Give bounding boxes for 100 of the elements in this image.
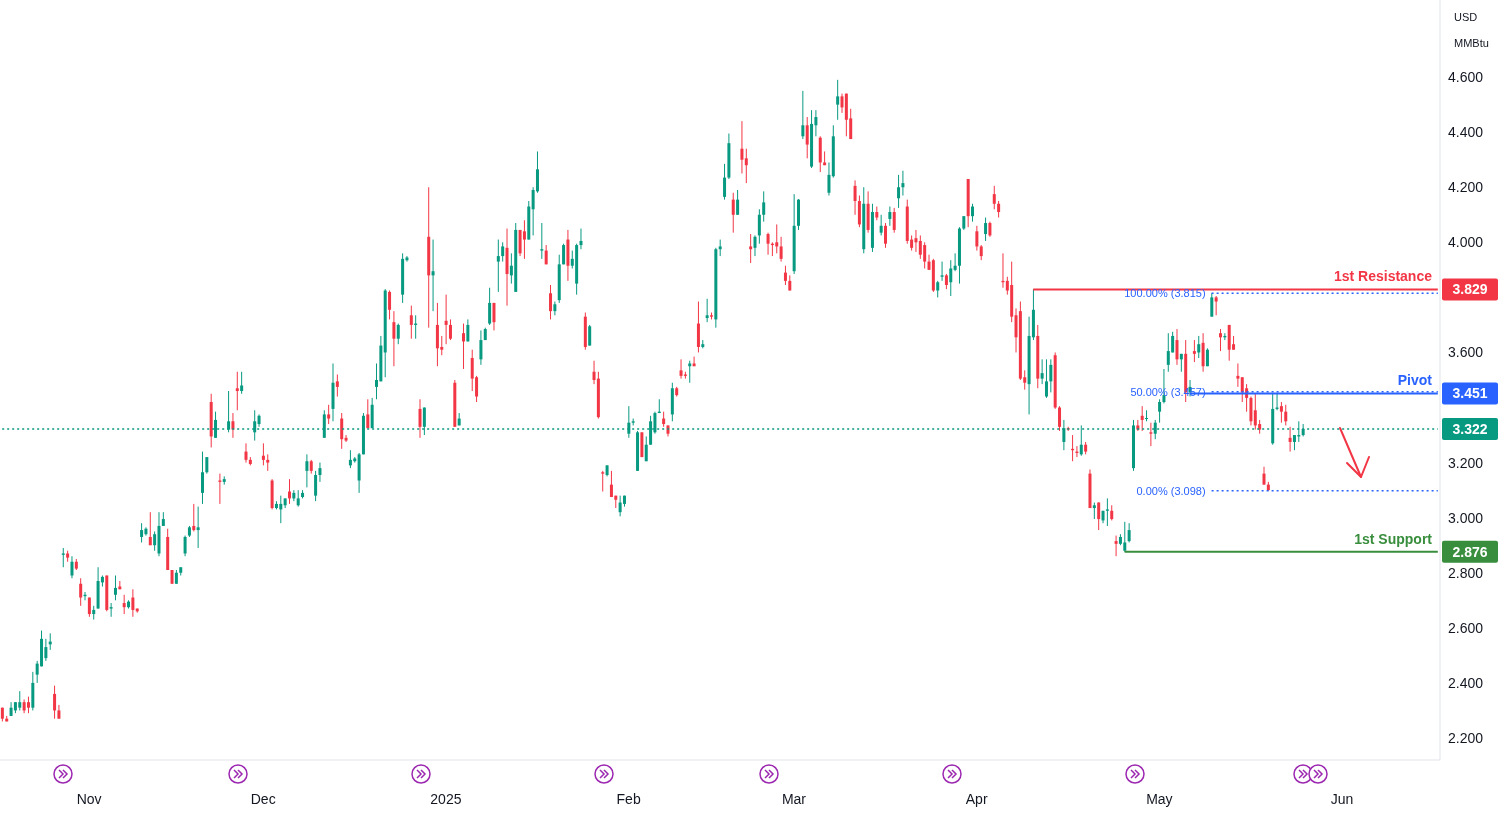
x-tick-label: Dec bbox=[250, 790, 276, 807]
candlestick bbox=[148, 511, 152, 546]
candlestick bbox=[992, 185, 996, 210]
candlestick bbox=[109, 602, 113, 618]
y-tick-label: 3.200 bbox=[1448, 454, 1484, 471]
x-tick-label: Feb bbox=[616, 790, 641, 807]
candlestick bbox=[1040, 358, 1044, 385]
candlestick bbox=[1123, 521, 1127, 553]
candlestick bbox=[327, 404, 331, 425]
ref-line-label: Pivot bbox=[1397, 372, 1433, 389]
x-tick-label: 2025 bbox=[430, 790, 462, 807]
candlestick bbox=[235, 371, 239, 411]
candlestick bbox=[1210, 292, 1214, 318]
candlestick bbox=[479, 329, 483, 366]
candlestick bbox=[805, 116, 809, 159]
candlestick bbox=[444, 294, 448, 345]
text: 2.876 bbox=[1452, 543, 1488, 560]
candlestick bbox=[61, 547, 65, 568]
y-tick-label: 4.600 bbox=[1448, 69, 1484, 86]
candlestick bbox=[131, 588, 135, 618]
candlestick bbox=[836, 79, 840, 121]
candlestick bbox=[122, 594, 126, 615]
candlestick bbox=[344, 434, 348, 443]
candlestick bbox=[261, 442, 265, 466]
candlestick bbox=[744, 148, 748, 184]
candlestick bbox=[736, 189, 740, 216]
candlestick bbox=[501, 241, 505, 263]
candlestick bbox=[418, 398, 422, 439]
candlestick bbox=[914, 229, 918, 253]
candlestick bbox=[723, 163, 727, 201]
ref-line-label: 100.00% (3.815) bbox=[1124, 287, 1206, 300]
candlestick bbox=[853, 179, 857, 216]
candlestick bbox=[779, 236, 783, 263]
candlestick bbox=[340, 412, 344, 450]
candlestick bbox=[540, 222, 544, 260]
candlestick bbox=[740, 120, 744, 174]
candlestick bbox=[153, 530, 157, 552]
candlestick bbox=[1279, 401, 1283, 424]
candlestick bbox=[1114, 535, 1118, 557]
candlestick bbox=[783, 265, 787, 286]
candlestick bbox=[857, 195, 861, 228]
candlestick bbox=[70, 555, 74, 579]
candlestick bbox=[618, 495, 622, 517]
x-tick-label: Nov bbox=[76, 790, 102, 807]
candlestick bbox=[200, 451, 204, 505]
candlestick bbox=[897, 174, 901, 209]
candlestick bbox=[705, 298, 709, 323]
candlestick bbox=[1158, 398, 1162, 424]
candlestick bbox=[518, 229, 522, 257]
candlestick bbox=[588, 324, 592, 347]
candlestick bbox=[409, 305, 413, 340]
candlestick bbox=[549, 284, 553, 320]
x-tick-label: Jun bbox=[1330, 790, 1354, 807]
text: USD MMBtu bbox=[1454, 11, 1489, 49]
candlestick bbox=[1058, 405, 1062, 432]
candlestick bbox=[448, 318, 452, 341]
candlestick bbox=[318, 462, 322, 483]
candlestick bbox=[696, 301, 700, 353]
candlestick bbox=[762, 190, 766, 223]
candlestick bbox=[918, 234, 922, 260]
candlestick bbox=[1214, 295, 1218, 316]
text: 3.829 bbox=[1452, 281, 1488, 298]
candlestick bbox=[879, 214, 883, 236]
candlestick bbox=[388, 290, 392, 320]
candlestick bbox=[113, 575, 117, 601]
candlestick bbox=[923, 241, 927, 269]
y-tick-label: 4.000 bbox=[1448, 234, 1484, 251]
candlestick bbox=[79, 577, 83, 607]
candlestick bbox=[196, 506, 200, 549]
x-tick-label: Apr bbox=[965, 790, 988, 807]
candlestick bbox=[492, 302, 496, 331]
candlestick bbox=[1140, 405, 1144, 432]
candlestick bbox=[1240, 376, 1244, 403]
candlestick bbox=[884, 222, 888, 249]
y-tick-label: 2.400 bbox=[1448, 674, 1484, 691]
candlestick bbox=[1236, 362, 1240, 388]
candlestick bbox=[1197, 335, 1201, 359]
y-tick-label: 4.400 bbox=[1448, 124, 1484, 141]
candlestick bbox=[1249, 396, 1253, 426]
candlestick bbox=[679, 358, 683, 380]
candlestick bbox=[1097, 501, 1101, 531]
candlestick bbox=[140, 522, 144, 543]
candlestick bbox=[1253, 393, 1257, 431]
candlestick bbox=[1288, 426, 1292, 453]
candlestick bbox=[1284, 404, 1288, 426]
candlestick bbox=[305, 453, 309, 488]
candlestick bbox=[644, 435, 648, 462]
candlestick bbox=[53, 685, 57, 720]
candlestick bbox=[1166, 332, 1170, 373]
candlestick bbox=[1149, 422, 1153, 447]
candlestick bbox=[775, 223, 779, 254]
candlestick bbox=[1219, 328, 1222, 352]
y-tick-label: 4.200 bbox=[1448, 179, 1484, 196]
y-tick-label: 2.600 bbox=[1448, 619, 1484, 636]
candlestick bbox=[753, 234, 757, 257]
candlestick bbox=[749, 233, 753, 264]
candlestick bbox=[692, 356, 696, 367]
candlestick bbox=[392, 310, 396, 367]
candlestick bbox=[244, 442, 248, 464]
candlestick bbox=[192, 503, 196, 532]
